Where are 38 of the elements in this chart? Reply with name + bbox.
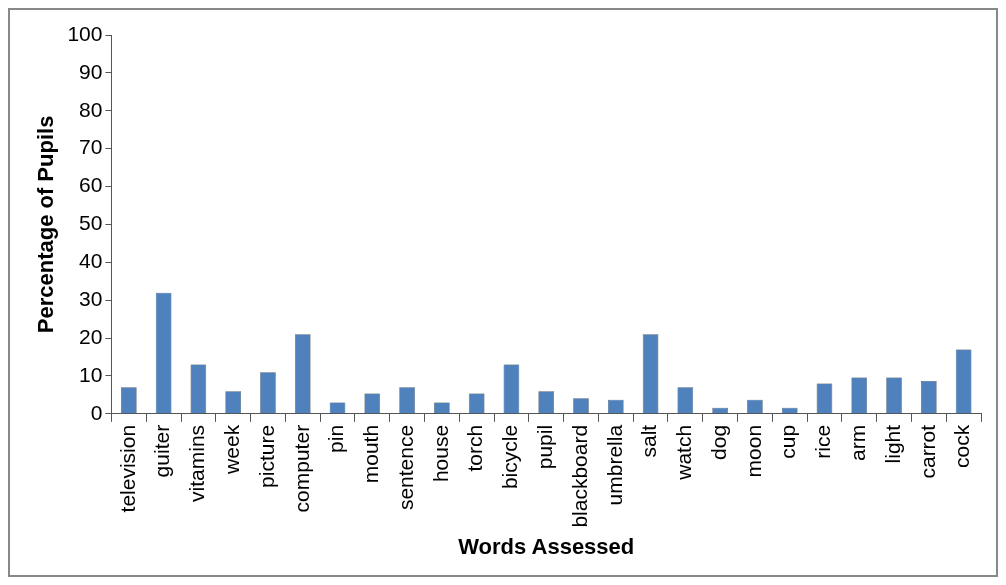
x-tick-label: guiter	[150, 424, 174, 478]
x-tick-label: light	[880, 424, 904, 464]
x-tick-label: rice	[811, 424, 835, 459]
y-axis-title: Percentage of Pupils	[33, 115, 59, 334]
x-tick-label: cup	[776, 424, 800, 459]
y-tick-label: 80	[79, 97, 103, 121]
x-tick-label: week	[219, 424, 243, 475]
x-tick-label: salt	[637, 424, 661, 458]
x-tick-label: television	[115, 424, 139, 513]
y-tick-label: 30	[79, 287, 103, 310]
x-tick-label: torch	[463, 424, 487, 472]
x-tick-label: watch	[672, 424, 696, 481]
y-tick-label: 20	[79, 324, 103, 348]
y-tick-label: 100	[67, 21, 103, 45]
x-tick-label: carrot	[915, 424, 939, 479]
x-tick-label: pupil	[533, 424, 557, 470]
y-tick-label: 60	[79, 173, 103, 197]
x-tick-label: umbrella	[602, 424, 626, 506]
y-tick-label: 50	[79, 211, 103, 235]
x-tick-label: picture	[254, 424, 278, 488]
x-tick-label: computer	[289, 424, 313, 513]
y-tick-label: 0	[90, 400, 103, 424]
y-tick-label: 70	[79, 135, 103, 159]
x-axis-title: Words Assessed	[458, 533, 635, 559]
y-tick-label: 90	[79, 59, 103, 83]
x-tick-label: moon	[741, 424, 765, 478]
x-tick-label: arm	[846, 424, 870, 462]
x-tick-label: vitamins	[185, 424, 209, 502]
x-tick-label: bicycle	[498, 424, 522, 490]
x-tick-label: sentence	[393, 424, 417, 511]
y-tick-label: 10	[79, 362, 103, 386]
x-tick-label: house	[428, 424, 452, 483]
x-tick-label: pin	[324, 424, 348, 453]
x-tick-label: blackboard	[567, 424, 591, 528]
x-tick-label: mouth	[359, 424, 383, 484]
x-tick-label: dog	[706, 424, 730, 460]
x-tick-label: cock	[950, 424, 974, 469]
y-tick-label: 40	[79, 249, 103, 273]
